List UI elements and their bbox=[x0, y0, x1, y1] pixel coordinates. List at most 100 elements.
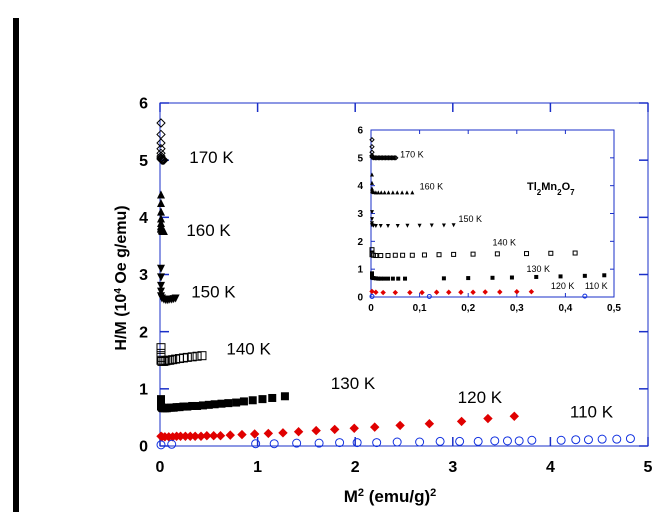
inset-point-140k bbox=[409, 252, 415, 258]
inset-y-tick-label: 0 bbox=[357, 293, 363, 304]
main-point-160k bbox=[157, 199, 165, 208]
inset-temp-label: 120 K bbox=[551, 281, 575, 291]
inset-point-150k bbox=[441, 223, 446, 228]
inset-point-130k bbox=[602, 273, 607, 278]
main-point-130k bbox=[188, 401, 197, 410]
main-temp-label: 150 K bbox=[191, 282, 236, 301]
main-point-110k bbox=[269, 439, 279, 449]
main-point-110k bbox=[556, 435, 566, 445]
main-point-110k bbox=[514, 436, 524, 446]
inset-point-130k bbox=[390, 276, 395, 281]
main-point-120k bbox=[237, 429, 247, 440]
main-point-110k bbox=[335, 438, 345, 448]
main-point-130k bbox=[217, 399, 226, 408]
main-y-tick-label: 3 bbox=[139, 267, 148, 284]
main-point-130k bbox=[248, 396, 257, 405]
inset-point-150k bbox=[451, 223, 456, 228]
inset-point-140k bbox=[392, 252, 398, 258]
main-point-170k bbox=[158, 155, 168, 165]
main-point-130k bbox=[204, 400, 213, 409]
inset-point-110k bbox=[426, 293, 432, 299]
inset-temp-label: 130 K bbox=[527, 264, 551, 274]
main-point-130k bbox=[224, 399, 233, 408]
inset-point-140k bbox=[421, 252, 427, 258]
main-point-110k bbox=[625, 434, 635, 444]
inset-point-150k bbox=[429, 223, 434, 228]
inset-axes-box bbox=[370, 129, 615, 298]
main-point-110k bbox=[314, 438, 324, 448]
main-point-150k bbox=[157, 281, 165, 290]
main-point-120k bbox=[208, 431, 219, 441]
inset-point-120k bbox=[419, 289, 425, 296]
inset-point-120k bbox=[373, 289, 379, 295]
main-point-120k bbox=[263, 428, 274, 439]
inset-point-140k bbox=[470, 251, 476, 257]
main-point-170k bbox=[156, 138, 166, 148]
main-x-tick-label: 3 bbox=[448, 459, 457, 476]
main-point-150k bbox=[157, 264, 165, 273]
inset-point-130k bbox=[371, 276, 376, 281]
main-point-150k bbox=[157, 287, 165, 296]
main-point-130k bbox=[232, 398, 241, 407]
main-point-120k bbox=[202, 431, 212, 441]
inset-point-150k bbox=[373, 224, 378, 229]
inset-point-170k bbox=[391, 155, 398, 161]
main-point-130k bbox=[157, 395, 165, 404]
main-plot-series bbox=[156, 118, 635, 450]
inset-point-130k bbox=[396, 276, 401, 281]
inset-point-150k bbox=[395, 224, 400, 229]
inset-point-160k bbox=[395, 190, 400, 195]
inset-y-tick-label: 1 bbox=[357, 265, 363, 276]
inset-point-130k bbox=[534, 274, 539, 279]
inset-point-150k bbox=[417, 223, 422, 228]
main-y-tick-label: 6 bbox=[139, 96, 148, 113]
inset-point-140k bbox=[385, 253, 391, 259]
main-point-120k bbox=[225, 430, 235, 440]
main-point-110k bbox=[435, 436, 445, 446]
main-y-tick-label: 4 bbox=[139, 210, 148, 227]
inset-point-130k bbox=[370, 271, 374, 276]
main-point-110k bbox=[527, 435, 537, 445]
inset-point-150k bbox=[370, 210, 374, 215]
main-point-130k bbox=[193, 401, 202, 410]
inset-temp-label: 110 K bbox=[585, 281, 608, 291]
main-point-120k bbox=[395, 420, 405, 431]
main-point-170k bbox=[156, 151, 166, 161]
inset-temp-label: 140 K bbox=[493, 238, 517, 248]
main-point-110k bbox=[490, 436, 500, 446]
inset-point-140k bbox=[572, 250, 578, 256]
inset-point-130k bbox=[509, 275, 514, 280]
main-point-130k bbox=[239, 397, 248, 406]
x-axis-label: M2 (emu/g)2 bbox=[344, 487, 437, 506]
inset-point-120k bbox=[458, 289, 464, 295]
inset-point-130k bbox=[373, 276, 378, 281]
main-point-140k bbox=[182, 352, 192, 362]
main-point-120k bbox=[215, 431, 226, 441]
inset-point-160k bbox=[400, 190, 405, 195]
inset-temp-label: 150 K bbox=[458, 214, 482, 224]
main-point-130k bbox=[198, 401, 207, 410]
main-point-120k bbox=[278, 428, 288, 438]
inset-point-110k bbox=[582, 293, 588, 299]
inset-point-160k bbox=[390, 190, 395, 195]
main-x-tick-label: 5 bbox=[644, 459, 653, 476]
main-point-120k bbox=[456, 416, 467, 427]
inset-x-tick-label: 0 bbox=[368, 303, 374, 314]
inset-point-170k bbox=[393, 155, 399, 161]
inset-y-tick-label: 5 bbox=[357, 153, 363, 164]
inset-point-170k bbox=[369, 143, 375, 150]
inset-point-160k bbox=[382, 190, 387, 195]
main-point-120k bbox=[329, 424, 340, 435]
inset-point-160k bbox=[386, 190, 391, 195]
main-point-120k bbox=[249, 429, 260, 439]
main-point-160k bbox=[157, 207, 165, 216]
inset-point-140k bbox=[548, 250, 554, 256]
inset-point-130k bbox=[403, 276, 408, 281]
main-point-120k bbox=[293, 427, 304, 437]
inset-point-130k bbox=[441, 276, 446, 281]
main-point-110k bbox=[352, 438, 362, 448]
main-temp-label: 130 K bbox=[331, 374, 376, 393]
inset-point-150k bbox=[405, 223, 410, 228]
